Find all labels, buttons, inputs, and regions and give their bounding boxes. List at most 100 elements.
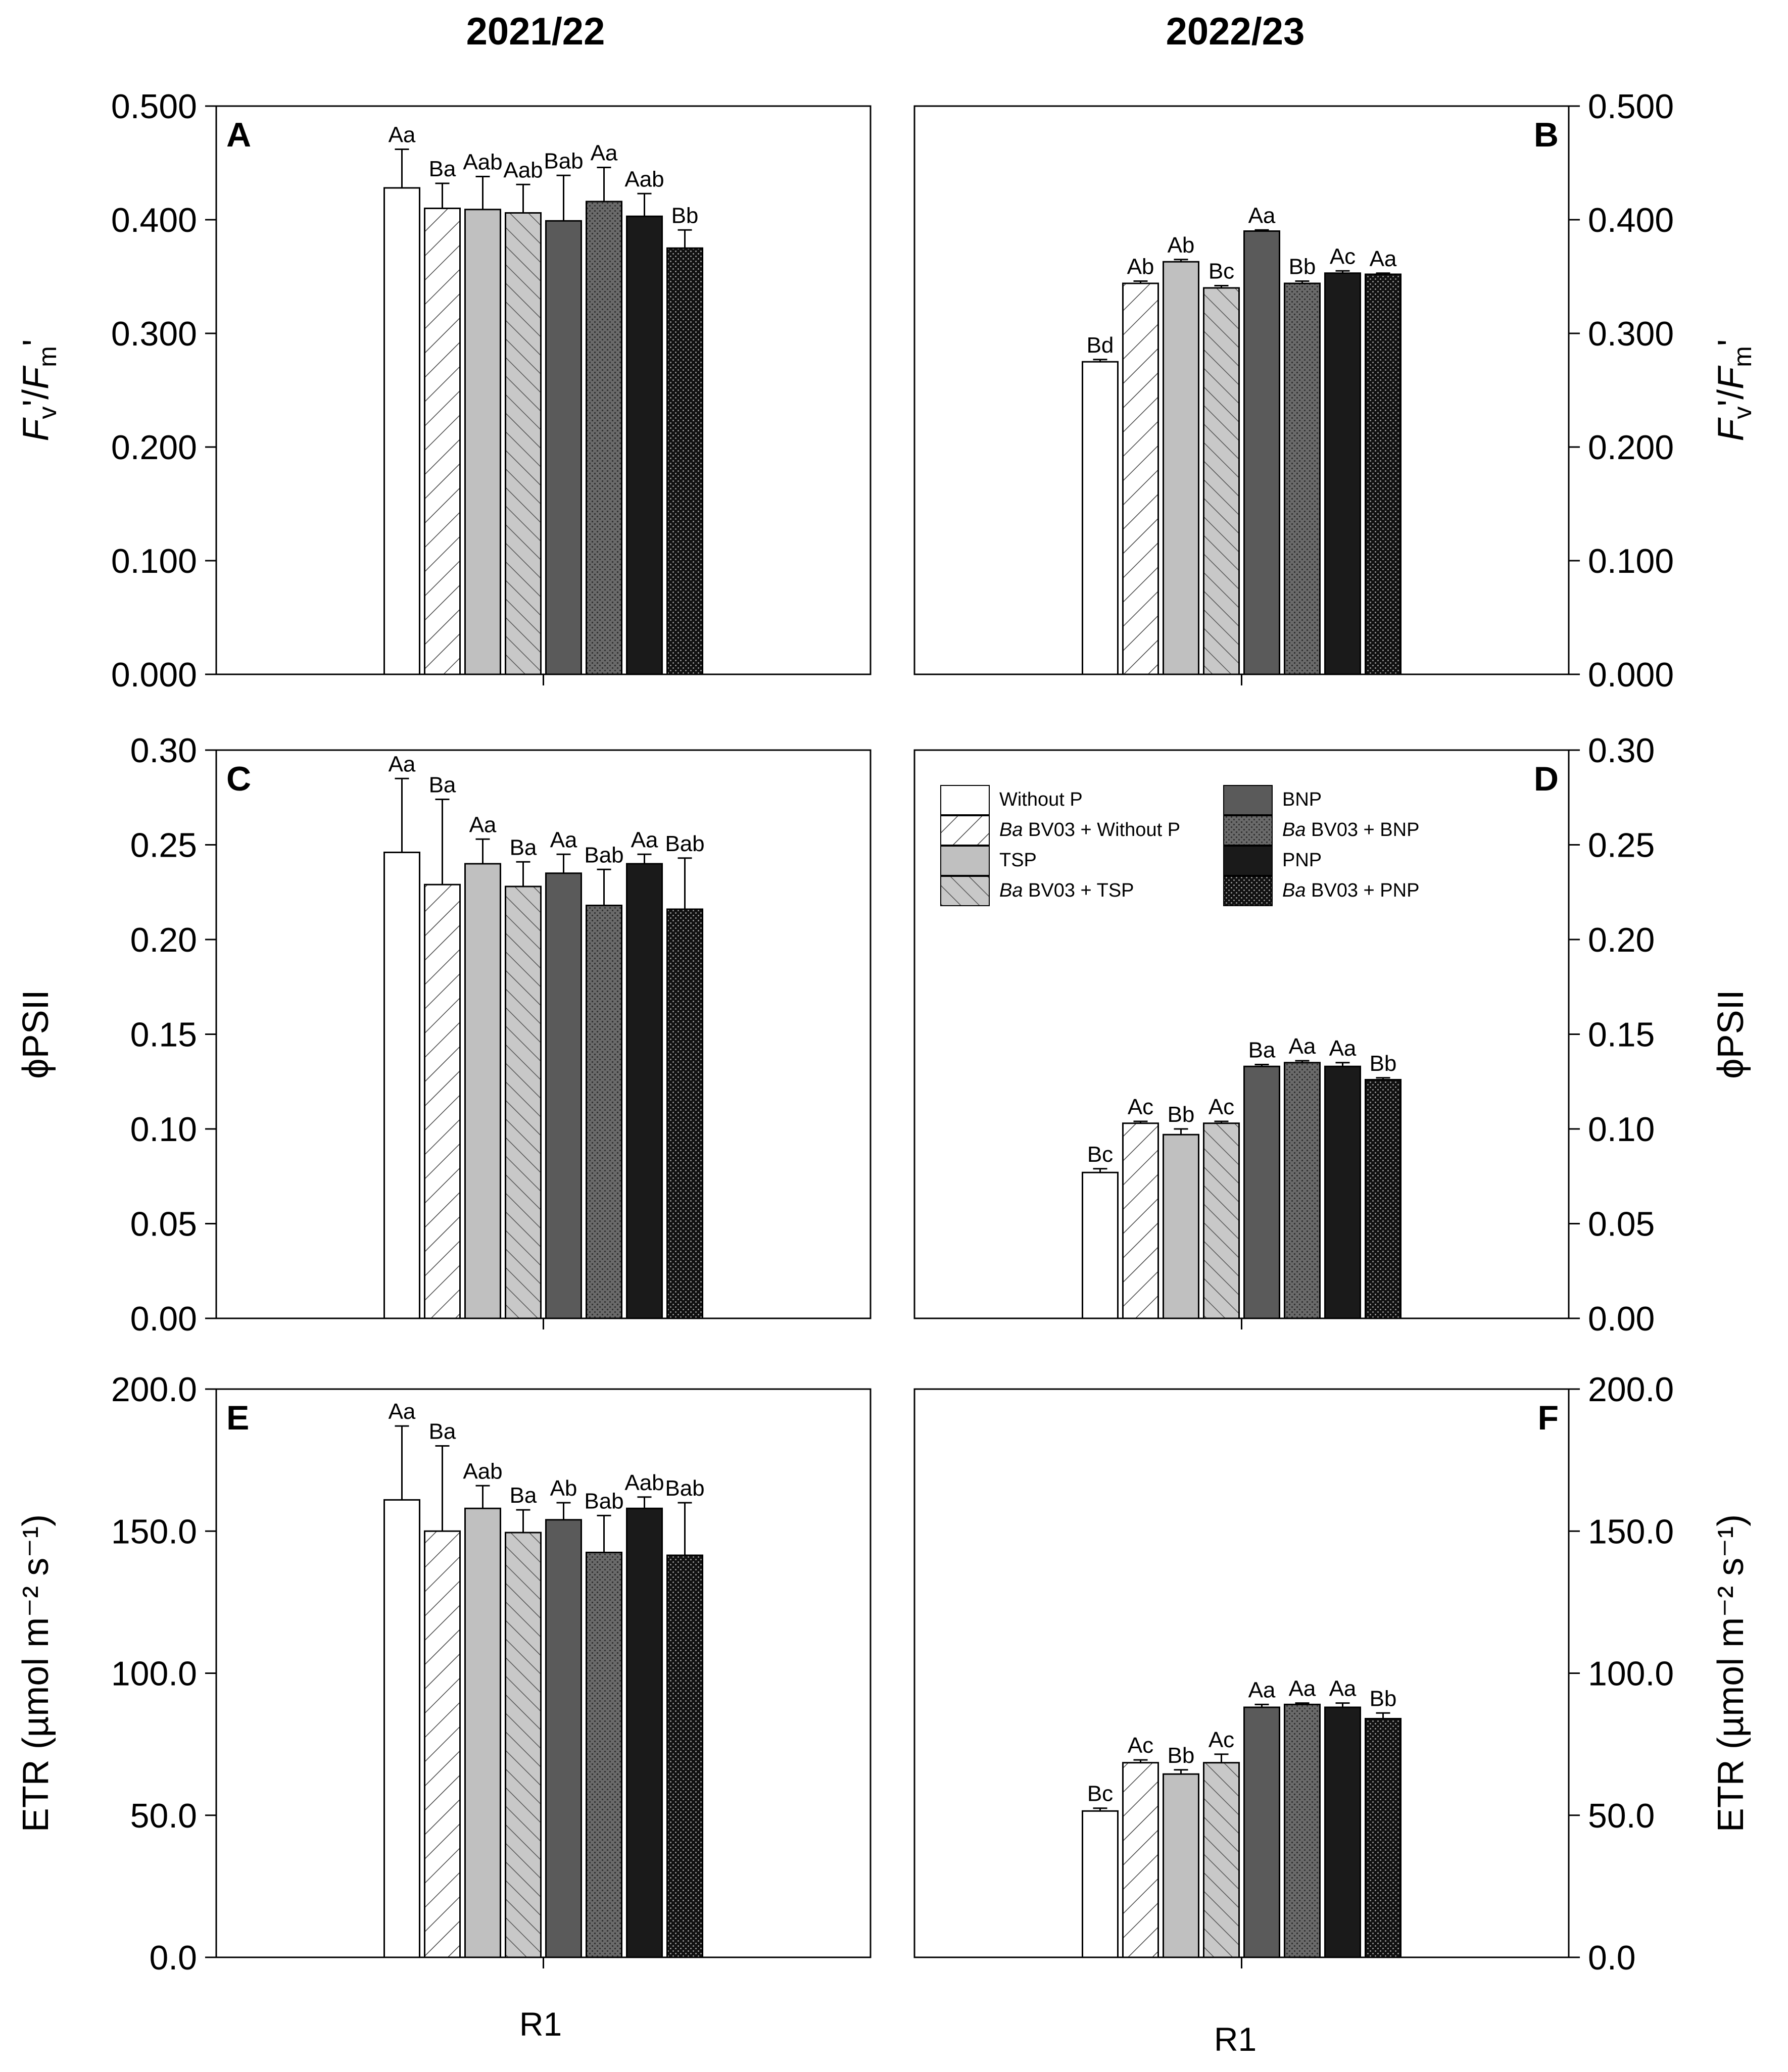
- y-tick-label: 0.500: [111, 87, 197, 126]
- y-tick-label: 0.25: [130, 826, 197, 865]
- significance-label: Bab: [665, 831, 704, 856]
- bar: [1082, 361, 1119, 675]
- bar: [626, 1507, 663, 1958]
- bar: [505, 1532, 542, 1958]
- y-tick-label: 100.0: [1588, 1655, 1674, 1693]
- bar: [626, 215, 663, 675]
- significance-label: Aa: [1370, 246, 1397, 271]
- bar: [1082, 1810, 1119, 1958]
- significance-label: Aa: [469, 812, 497, 837]
- y-tick-label: 0.300: [111, 315, 197, 353]
- bar: [1243, 1706, 1280, 1958]
- panel-letter: A: [226, 116, 251, 154]
- legend: Without P Ba BV03 + Without P TSP Ba BV03 +…: [940, 785, 1419, 906]
- significance-label: Aa: [550, 827, 577, 852]
- bar: [1324, 272, 1361, 675]
- significance-label: Bd: [1087, 333, 1114, 358]
- panel-C: C 0.00 0.05 0.10 0.15 0.20 0.25 0.30 ϕPSII Aa Ba Aa…: [16, 731, 872, 1338]
- plot-frame: [215, 105, 872, 675]
- legend-label: Ba BV03 + TSP: [999, 880, 1134, 901]
- y-tick-label: 0.25: [1588, 826, 1655, 865]
- bar: [666, 1554, 703, 1958]
- bar: [1243, 1065, 1280, 1319]
- significance-label: Aa: [1329, 1036, 1357, 1061]
- significance-label: Ab: [1168, 233, 1195, 258]
- bar: [1365, 1718, 1402, 1958]
- significance-label: Aab: [624, 167, 664, 191]
- bar: [1122, 1122, 1159, 1319]
- significance-label: Aab: [503, 158, 543, 182]
- legend-label: Ba BV03 + Without P: [999, 819, 1180, 841]
- significance-label: Ab: [550, 1476, 577, 1501]
- y-tick-label: 0.30: [1588, 731, 1655, 770]
- plot-frame: [913, 105, 1570, 675]
- bar: [586, 905, 622, 1319]
- panel-letter: B: [1534, 116, 1559, 154]
- legend-label: PNP: [1282, 850, 1322, 871]
- bar: [464, 863, 501, 1319]
- bar: [1122, 282, 1159, 675]
- y-axis-label: ETR (µmol m⁻² s⁻¹): [16, 1514, 56, 1832]
- bar: [505, 212, 542, 675]
- plot-frame: [913, 1388, 1570, 1958]
- y-tick-label: 0.200: [111, 428, 197, 467]
- y-tick-label: 0.200: [1588, 428, 1674, 467]
- bar: [1284, 1703, 1321, 1958]
- significance-label: Ab: [1127, 255, 1154, 279]
- bar: [1365, 1079, 1402, 1319]
- bar: [586, 1551, 622, 1958]
- y-tick-label: 0.10: [130, 1110, 197, 1149]
- panel-A: A 0.000 0.100 0.200 0.300 0.400 0.500 Fv'/Fm' Aa…: [16, 87, 872, 694]
- y-tick-label: 0.400: [111, 201, 197, 239]
- y-tick-label: 0.400: [1588, 201, 1674, 239]
- legend-label: Ba BV03 + PNP: [1282, 880, 1419, 901]
- y-tick-label: 0.000: [1588, 656, 1674, 694]
- significance-label: Aab: [463, 1459, 502, 1484]
- significance-label: Aa: [1248, 1678, 1276, 1702]
- significance-label: Ba: [429, 157, 456, 181]
- y-tick-label: 150.0: [111, 1512, 197, 1551]
- y-tick-label: 0.0: [149, 1939, 197, 1977]
- bar: [626, 863, 663, 1319]
- y-tick-label: 0.30: [130, 731, 197, 770]
- bar: [1284, 1062, 1321, 1319]
- significance-label: Ac: [1209, 1728, 1234, 1752]
- legend-swatch: [1223, 876, 1273, 906]
- bar: [1122, 1762, 1159, 1958]
- y-axis-label: ETR (µmol m⁻² s⁻¹): [1711, 1514, 1751, 1832]
- significance-label: Ba: [429, 773, 456, 798]
- significance-label: Ba: [510, 1483, 537, 1508]
- significance-label: Ba: [429, 1419, 456, 1444]
- significance-label: Ac: [1330, 244, 1356, 269]
- bar: [1163, 1773, 1199, 1958]
- bar: [1284, 282, 1321, 675]
- bar: [1082, 1171, 1119, 1319]
- y-axis-label: Fv'/Fm': [16, 339, 62, 441]
- column-title-2021-22: 2021/22: [466, 10, 605, 53]
- y-axis-label: Fv'/Fm': [1711, 339, 1757, 441]
- legend-swatch: [940, 846, 990, 876]
- significance-label: Bab: [665, 1476, 704, 1501]
- significance-label: Ac: [1128, 1095, 1153, 1119]
- significance-label: Aa: [389, 1399, 416, 1424]
- bar: [545, 220, 582, 675]
- significance-label: Ba: [510, 835, 537, 860]
- panel-letter: E: [226, 1399, 249, 1437]
- legend-swatch: [1223, 846, 1273, 876]
- panel-B: B 0.000 0.100 0.200 0.300 0.400 0.500 Fv'/Fm' Bd…: [913, 87, 1757, 694]
- significance-label: Aa: [1289, 1034, 1316, 1059]
- bar: [1203, 287, 1240, 675]
- y-tick-label: 0.05: [1588, 1205, 1655, 1244]
- panel-E: E 0.0 50.0 100.0 150.0 200.0 ETR (µmol m⁻² s⁻¹…: [16, 1370, 872, 1977]
- bar: [545, 1519, 582, 1958]
- y-tick-label: 0.000: [111, 656, 197, 694]
- legend-label: BNP: [1282, 789, 1322, 810]
- y-tick-label: 150.0: [1588, 1512, 1674, 1551]
- significance-label: Aa: [1329, 1676, 1357, 1701]
- plot-frame: [215, 1388, 872, 1958]
- bar: [505, 885, 542, 1319]
- y-tick-label: 0.0: [1588, 1939, 1636, 1977]
- significance-label: Bc: [1209, 259, 1234, 284]
- y-tick-label: 200.0: [1588, 1370, 1674, 1409]
- panel-F: F 0.0 50.0 100.0 150.0 200.0 ETR (µmol m⁻² s⁻¹…: [913, 1370, 1751, 1977]
